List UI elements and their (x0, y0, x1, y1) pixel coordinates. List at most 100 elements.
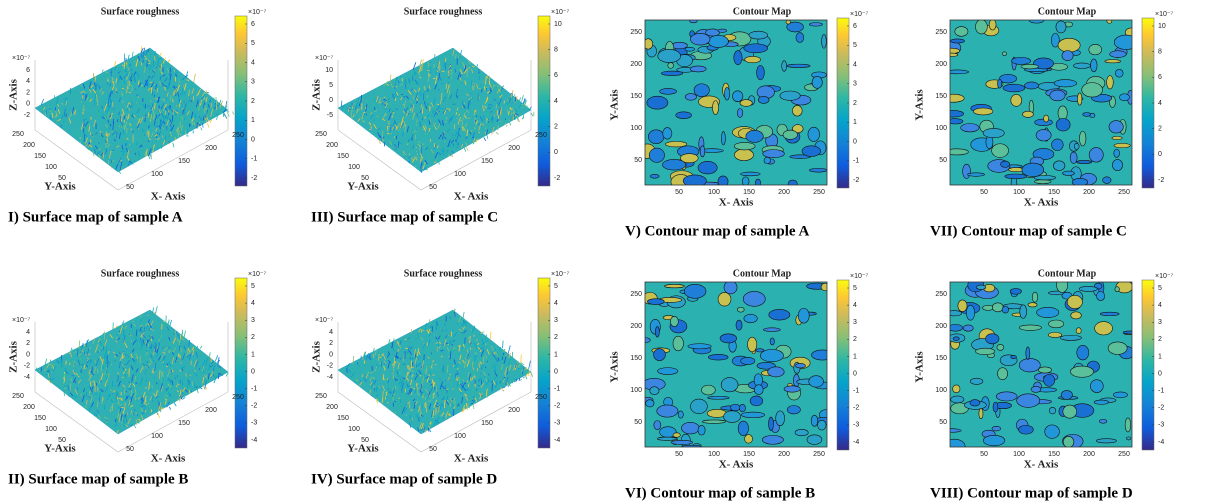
contour-region (783, 130, 798, 139)
contour-region (986, 334, 999, 344)
surface-spike (436, 386, 437, 392)
surface-spike (454, 124, 455, 129)
contour-region (678, 411, 683, 418)
x-tick-label: 250 (1118, 451, 1130, 458)
contour-region (724, 87, 729, 100)
colorbar-tick-label: 1 (251, 117, 255, 124)
contour-region (979, 408, 983, 418)
colorbar-tick-label: -4 (853, 439, 859, 446)
colorbar-tick-label: -2 (1158, 177, 1164, 184)
contour-region (1060, 335, 1081, 340)
contour-region (809, 376, 824, 387)
surface-spike (496, 132, 498, 134)
x-tick-label: 250 (1118, 189, 1130, 196)
contour-region (998, 79, 1002, 88)
contour-region (701, 385, 715, 395)
contour-region (798, 308, 809, 323)
surface-spike (197, 122, 198, 128)
contour-region (760, 349, 783, 361)
colorbar-tick-label: 6 (554, 72, 558, 79)
colorbar-tick-label: 0 (554, 149, 558, 156)
colorbar-tick-label: 4 (1158, 100, 1162, 107)
contour-region (1076, 160, 1091, 163)
contour-region (754, 385, 763, 395)
contour-region (657, 405, 678, 417)
contour-region (1017, 394, 1040, 408)
x-tick-label: 50 (675, 189, 683, 196)
contour-region (732, 91, 742, 102)
surface-spike (89, 374, 90, 376)
colorbar-tick-label: -4 (1158, 439, 1164, 446)
surface-spike (476, 115, 477, 117)
panel-caption: VII) Contour map of sample C (930, 223, 1127, 239)
contour-region (968, 173, 985, 176)
y-tick-label: 200 (23, 142, 35, 149)
surface-spike (447, 341, 448, 342)
y-tick-label: 250 (12, 393, 24, 400)
contour-region (1053, 161, 1064, 171)
surface-spike (189, 347, 190, 349)
contour-region (708, 35, 728, 47)
y-tick-label: 250 (630, 291, 642, 298)
surface-spike (188, 375, 189, 376)
colorbar-tick-label: -4 (554, 437, 560, 444)
y-tick-label: 150 (337, 415, 349, 422)
z-axis-label: Z-Axis (8, 78, 20, 111)
x-tick-label: 150 (178, 158, 190, 165)
contour-region (694, 84, 709, 97)
colorbar-tick-label: 0 (251, 368, 255, 375)
colorbar-tick-label: 3 (853, 319, 857, 326)
colorbar-exponent: ×10⁻⁷ (1155, 273, 1174, 280)
contour-region (665, 141, 686, 147)
surface-spike (508, 345, 510, 353)
contour-region (769, 309, 790, 320)
surface-spike (109, 133, 110, 136)
surface-spike (410, 148, 411, 150)
surface-spike (106, 383, 108, 384)
x-tick-label: 50 (675, 451, 683, 458)
contour-region (745, 435, 753, 444)
surface-spike (117, 130, 118, 137)
surface-spike (435, 420, 437, 421)
contour-region (1119, 94, 1129, 101)
x-tick-label: 100 (454, 171, 466, 178)
z-tick-label: -4 (24, 374, 30, 381)
contour-region (724, 281, 737, 294)
surface-spike (464, 148, 466, 152)
contour-region (1103, 177, 1111, 184)
surface-spike (440, 405, 441, 410)
contour-region (649, 148, 664, 162)
x-tick-label: 200 (205, 407, 217, 414)
contour-region (746, 130, 763, 142)
surface-spike (160, 53, 162, 57)
surface-spike (430, 356, 431, 357)
x-tick-label: 100 (708, 189, 720, 196)
contour-region (1048, 332, 1062, 337)
contour-region (718, 176, 728, 187)
contour-region (782, 61, 787, 72)
contour-region (736, 320, 742, 330)
colorbar-tick-label: 5 (251, 283, 255, 290)
contour-region (996, 392, 1017, 401)
panel-title: Contour Map (1038, 268, 1097, 279)
colorbar-tick-label: 2 (853, 336, 857, 343)
contour-region (1001, 161, 1010, 167)
colorbar-tick-label: -2 (853, 405, 859, 412)
contour-region (795, 429, 808, 435)
contour-region (1036, 129, 1051, 141)
contour-region (721, 132, 725, 145)
z-tick-label: 4 (26, 78, 30, 85)
contour-region (1096, 439, 1116, 443)
contour-region (670, 316, 678, 326)
surface-spike (466, 408, 467, 409)
y-tick-label: 100 (630, 125, 642, 132)
surface-spike (155, 306, 157, 314)
contour-region (647, 96, 668, 109)
contour-region (1105, 60, 1121, 63)
colorbar-tick-label: -3 (554, 420, 560, 427)
surface-spike (503, 341, 504, 349)
colorbar-tick-label: 3 (251, 317, 255, 324)
panel-title: Surface roughness (101, 268, 180, 279)
surface-spike (76, 363, 77, 364)
contour-region (698, 161, 717, 174)
